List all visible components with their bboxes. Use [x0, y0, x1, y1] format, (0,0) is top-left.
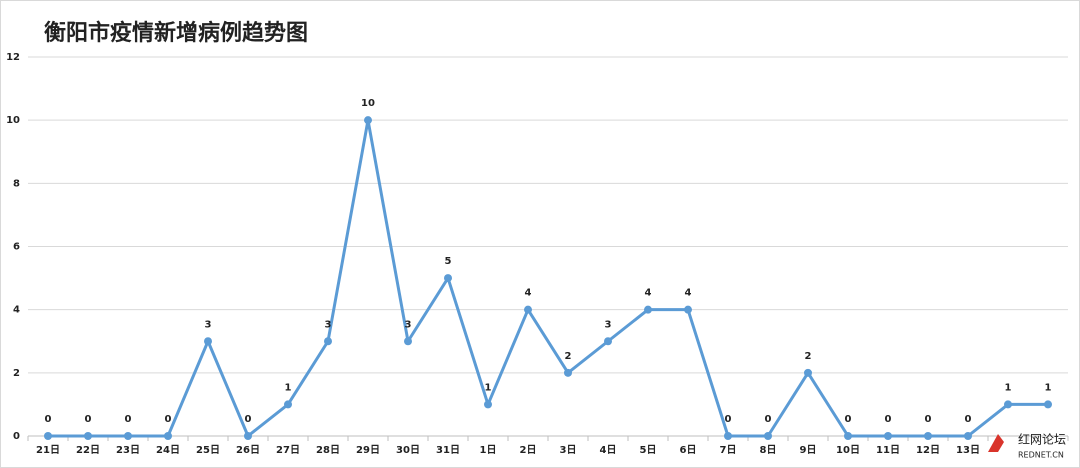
data-label: 3: [405, 319, 412, 330]
x-tick-label: 23日: [116, 444, 140, 456]
data-point: [964, 432, 972, 440]
data-label: 10: [361, 98, 375, 109]
x-tick-label: 9日: [800, 444, 817, 456]
data-label: 0: [885, 414, 892, 425]
watermark: 红网论坛 REDNET.CN: [988, 432, 1066, 460]
data-point: [84, 432, 92, 440]
data-label: 0: [965, 414, 972, 425]
data-label: 0: [45, 414, 52, 425]
y-tick-label: 8: [13, 178, 20, 189]
data-point: [124, 432, 132, 440]
watermark-subtitle: REDNET.CN: [1018, 451, 1064, 460]
data-point: [204, 337, 212, 346]
data-label: 1: [285, 382, 292, 393]
x-tick-label: 12日: [916, 444, 940, 456]
y-tick-label: 0: [13, 431, 20, 442]
watermark-title: 红网论坛: [1018, 432, 1066, 447]
data-point: [1004, 400, 1012, 409]
x-tick-label: 7日: [720, 444, 737, 456]
data-label: 0: [925, 414, 932, 425]
data-point: [284, 400, 292, 409]
x-tick-label: 26日: [236, 444, 260, 456]
data-point: [1044, 400, 1052, 409]
x-tick-label: 25日: [196, 444, 220, 456]
data-label: 4: [525, 288, 532, 299]
y-tick-label: 10: [6, 115, 20, 126]
x-tick-label: 11日: [876, 444, 900, 456]
x-tick-label: 1日: [480, 444, 497, 456]
data-label: 2: [805, 351, 812, 362]
data-label: 0: [85, 414, 92, 425]
x-tick-label: 4日: [600, 444, 617, 456]
x-tick-label: 2日: [520, 444, 537, 456]
data-point: [844, 432, 852, 440]
x-tick-label: 10日: [836, 444, 860, 456]
line-series: [48, 118, 1048, 438]
data-point: [404, 337, 412, 346]
data-point: [804, 368, 812, 377]
data-label: 0: [765, 414, 772, 425]
x-tick-label: 6日: [680, 444, 697, 456]
data-label: 0: [165, 414, 172, 425]
data-label: 3: [325, 319, 332, 330]
x-tick-label: 30日: [396, 444, 420, 456]
data-label: 0: [845, 414, 852, 425]
data-point: [724, 432, 732, 440]
x-tick-label: 8日: [760, 444, 777, 456]
x-tick-label: 3日: [560, 444, 577, 456]
data-label: 0: [125, 414, 132, 425]
data-point: [164, 432, 172, 440]
data-label: 1: [485, 382, 492, 393]
y-tick-label: 6: [13, 242, 20, 253]
data-point: [764, 432, 772, 440]
y-tick-label: 12: [6, 52, 20, 63]
data-label: 4: [685, 288, 692, 299]
data-point: [884, 432, 892, 440]
data-point: [364, 116, 372, 125]
data-label: 0: [725, 414, 732, 425]
chart-title: 衡阳市疫情新增病例趋势图: [44, 20, 308, 46]
data-point: [484, 400, 492, 409]
watermark-logo: [988, 434, 1004, 452]
data-point: [644, 305, 652, 314]
data-label: 3: [605, 319, 612, 330]
data-label: 1: [1005, 382, 1012, 393]
x-tick-label: 31日: [436, 444, 460, 456]
data-point: [684, 305, 692, 314]
x-tick-label: 5日: [640, 444, 657, 456]
y-tick-label: 2: [13, 368, 20, 379]
x-tick-label: 24日: [156, 444, 180, 456]
data-label: 0: [245, 414, 252, 425]
x-tick-label: 29日: [356, 444, 380, 456]
x-tick-label: 28日: [316, 444, 340, 456]
x-tick-label: 27日: [276, 444, 300, 456]
data-point: [444, 274, 452, 283]
data-point: [564, 368, 572, 377]
data-label: 3: [205, 319, 212, 330]
data-point: [44, 432, 52, 440]
data-label: 4: [645, 288, 652, 299]
data-point: [604, 337, 612, 346]
x-tick-label: 13日: [956, 444, 980, 456]
y-tick-label: 4: [13, 305, 20, 316]
data-label: 2: [565, 351, 572, 362]
data-label: 1: [1045, 382, 1052, 393]
data-point: [524, 305, 532, 314]
x-tick-label: 21日: [36, 444, 60, 456]
data-point: [924, 432, 932, 440]
data-point: [324, 337, 332, 346]
data-point: [244, 432, 252, 440]
x-tick-label: 22日: [76, 444, 100, 456]
data-label: 5: [445, 256, 452, 267]
